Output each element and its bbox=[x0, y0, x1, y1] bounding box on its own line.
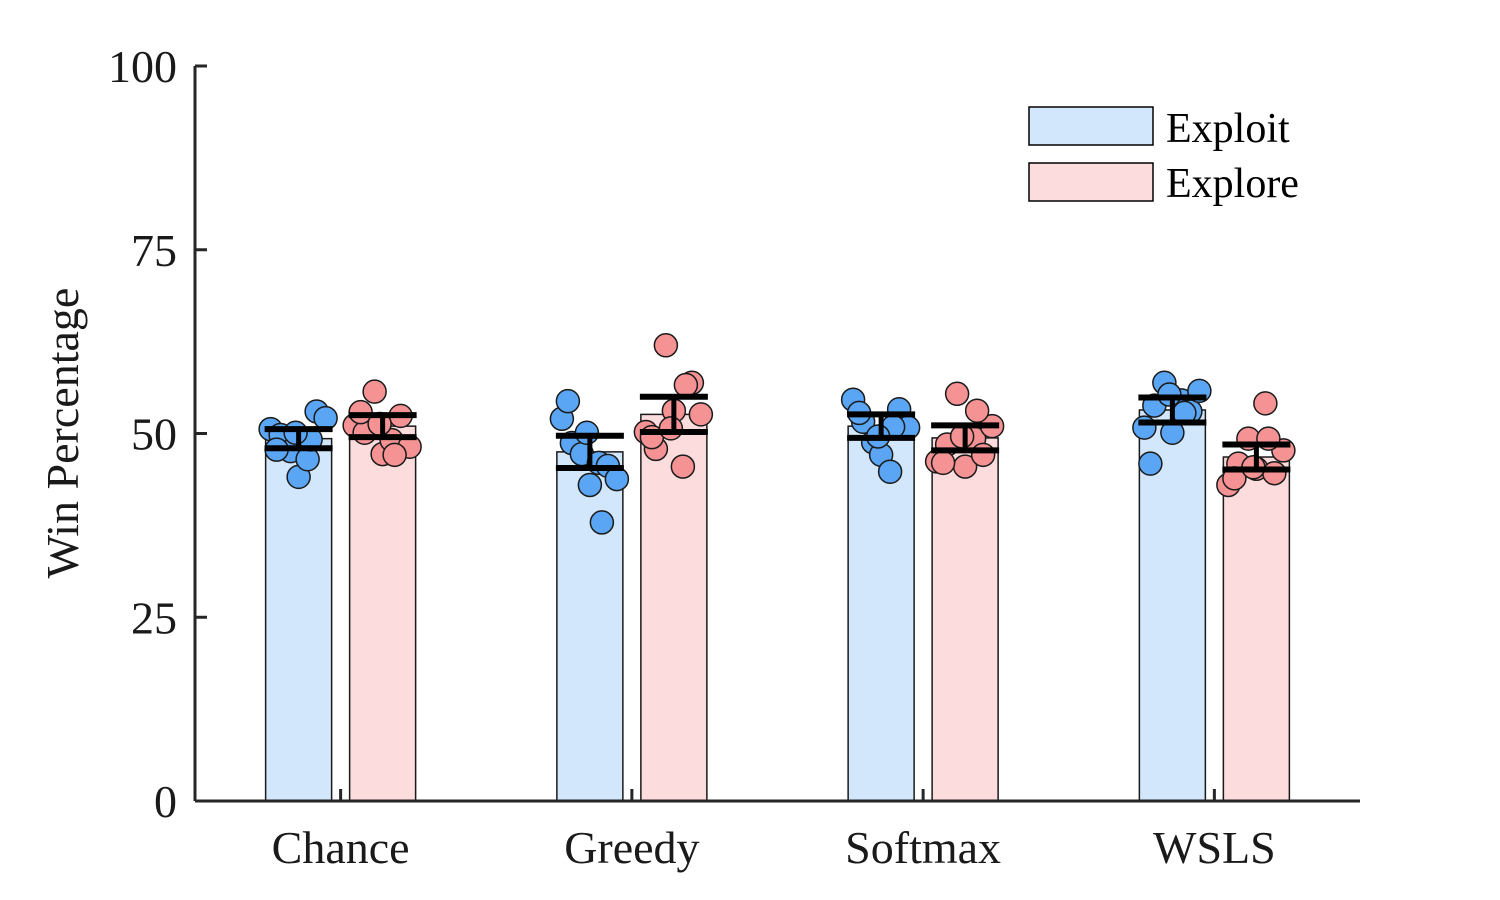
y-tick-label: 0 bbox=[154, 776, 177, 827]
legend-swatch-exploit bbox=[1028, 106, 1154, 146]
bar bbox=[640, 413, 708, 802]
error-bar bbox=[264, 426, 333, 452]
data-point bbox=[577, 472, 603, 498]
data-point bbox=[555, 388, 581, 414]
plot-area bbox=[258, 333, 1296, 802]
data-point bbox=[877, 459, 903, 484]
error-bar bbox=[1222, 441, 1291, 473]
error-bar bbox=[931, 422, 1000, 454]
error-bar bbox=[639, 393, 708, 436]
legend-label-explore: Explore bbox=[1166, 161, 1299, 207]
x-tick-label: Greedy bbox=[564, 822, 699, 873]
error-bar bbox=[847, 411, 916, 441]
data-point bbox=[930, 450, 956, 476]
bar bbox=[1222, 456, 1291, 802]
y-tick-label: 25 bbox=[131, 592, 177, 643]
bar bbox=[931, 437, 999, 802]
y-axis-title: Win Percentage bbox=[37, 288, 88, 579]
bar bbox=[556, 451, 624, 802]
data-point bbox=[362, 379, 387, 404]
bar bbox=[847, 425, 915, 802]
x-tick-label: Chance bbox=[272, 822, 410, 873]
data-point bbox=[1253, 391, 1278, 416]
x-tick-label: Softmax bbox=[845, 822, 1001, 873]
bar bbox=[264, 437, 333, 802]
x-ticks: Chance Greedy Softmax WSLS bbox=[272, 789, 1276, 873]
data-point bbox=[1262, 460, 1287, 486]
y-tick-label: 75 bbox=[131, 225, 177, 276]
error-bar bbox=[348, 412, 417, 441]
legend: Exploit Explore bbox=[1028, 106, 1299, 207]
error-bar bbox=[1138, 394, 1207, 426]
error-bar bbox=[555, 432, 624, 472]
data-point bbox=[1138, 451, 1163, 476]
legend-label-exploit: Exploit bbox=[1166, 106, 1290, 152]
data-point bbox=[964, 398, 990, 423]
x-tick-label: WSLS bbox=[1153, 822, 1276, 873]
data-point bbox=[382, 442, 407, 468]
data-point bbox=[658, 416, 684, 441]
data-point bbox=[589, 510, 615, 535]
legend-swatch-explore bbox=[1028, 162, 1154, 202]
data-point bbox=[688, 402, 714, 427]
data-point bbox=[944, 381, 970, 407]
data-point bbox=[970, 442, 996, 468]
y-ticks: 0 25 50 75 100 bbox=[108, 41, 207, 827]
data-point bbox=[673, 372, 699, 398]
data-point bbox=[670, 454, 696, 479]
y-tick-label: 100 bbox=[108, 41, 177, 92]
y-tick-label: 50 bbox=[131, 409, 177, 460]
data-point bbox=[653, 333, 679, 358]
bar bbox=[348, 425, 417, 802]
data-point bbox=[283, 420, 308, 446]
